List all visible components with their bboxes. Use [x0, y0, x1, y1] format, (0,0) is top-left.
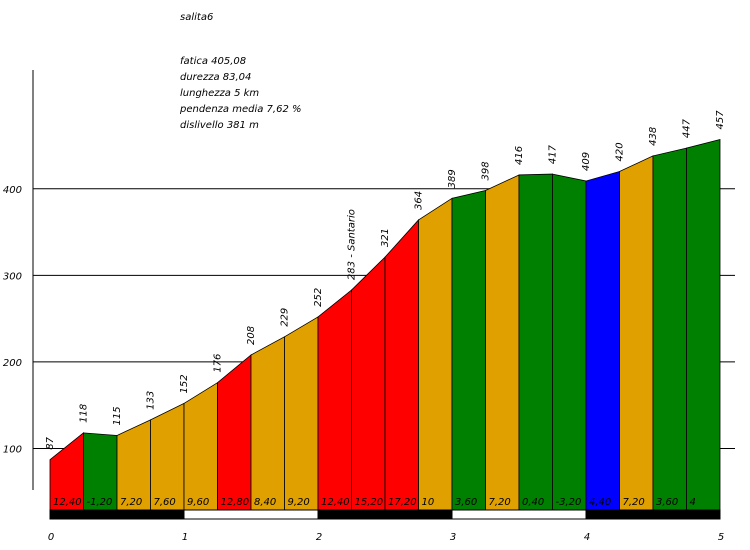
- altitude-label: 252: [313, 288, 324, 307]
- altitude-label: 115: [112, 406, 123, 425]
- profile-segment: [686, 138, 721, 511]
- stat-line: fatica 405,08: [180, 56, 246, 67]
- y-tick-label: 300: [3, 271, 22, 282]
- gradient-label: 12,40: [321, 497, 350, 508]
- km-scale-bar: [49, 509, 721, 520]
- altitude-label: 398: [481, 161, 492, 180]
- profile-segment: [518, 173, 553, 511]
- chart-title: salita6: [180, 12, 213, 23]
- gradient-label: 3,60: [656, 497, 678, 508]
- y-tick-label: 400: [3, 185, 22, 196]
- km-bar-block: [451, 509, 587, 520]
- stat-line: dislivello 381 m: [180, 120, 259, 131]
- altitude-label: 420: [615, 142, 626, 161]
- profile-segment: [183, 381, 218, 511]
- altitude-label: 409: [581, 152, 592, 171]
- altitude-label: 283 - Santario: [347, 209, 358, 280]
- profile-segment: [250, 336, 285, 511]
- altitude-label: 133: [146, 391, 157, 410]
- gradient-label: 10: [422, 497, 435, 508]
- altitude-label: 416: [514, 146, 525, 165]
- gradient-label: 7,20: [623, 497, 645, 508]
- profile-segment: [652, 147, 687, 511]
- altitude-label: 364: [414, 191, 425, 210]
- gradient-label: 9,20: [288, 497, 310, 508]
- altitude-label: 208: [246, 326, 257, 345]
- altitude-label: 457: [715, 110, 726, 130]
- profile-segment: [485, 174, 520, 511]
- altitude-labels: 87 118 115 133 152 176 208 229 252 283 - Santario…: [45, 110, 726, 450]
- profile-segment: [217, 354, 252, 511]
- km-bar-block: [49, 509, 185, 520]
- gradient-label: -1,20: [87, 497, 113, 508]
- km-bar-block: [317, 509, 453, 520]
- gradient-label: -3,20: [556, 497, 582, 508]
- gradient-label: 3,60: [455, 497, 477, 508]
- gradient-labels: 12,40 -1,20 7,20 7,60 9,60 12,80 8,40 9,20 12,40…: [53, 497, 696, 508]
- profile-segment: [284, 316, 319, 511]
- profile-segment: [552, 173, 587, 511]
- gradient-label: 17,20: [388, 497, 417, 508]
- profile-segment: [317, 289, 352, 511]
- gradient-label: 7,60: [154, 497, 176, 508]
- x-tick-labels: 0 1 2 3 4 5: [48, 532, 724, 543]
- x-tick-label: 4: [584, 532, 590, 543]
- profile-segment: [384, 218, 419, 511]
- km-bar-block: [585, 509, 721, 520]
- profile-segment: [619, 155, 654, 511]
- altitude-label: 321: [380, 228, 391, 247]
- profile-segment: [150, 402, 185, 511]
- y-tick-labels: 100 200 300 400: [3, 185, 22, 456]
- stat-line: durezza 83,04: [180, 72, 251, 83]
- altitude-label: 176: [213, 354, 224, 373]
- gradient-label: 8,40: [254, 497, 276, 508]
- altitude-label: 417: [548, 144, 559, 164]
- x-tick-label: 1: [182, 532, 188, 543]
- x-tick-label: 3: [450, 532, 456, 543]
- stat-line: lunghezza 5 km: [180, 88, 259, 99]
- gradient-label: 7,20: [120, 497, 142, 508]
- altitude-label: 389: [447, 169, 458, 188]
- altitude-label: 118: [79, 404, 90, 423]
- gradient-label: 7,20: [489, 497, 511, 508]
- profile-segment: [418, 197, 453, 511]
- altitude-label: 87: [45, 436, 56, 449]
- altitude-label: 229: [280, 308, 291, 327]
- profile-segments: [49, 138, 721, 511]
- x-tick-label: 5: [718, 532, 724, 543]
- gradient-label: 4,40: [589, 497, 611, 508]
- gradient-label: 9,60: [187, 497, 209, 508]
- stat-line: pendenza media 7,62 %: [179, 104, 302, 115]
- gradient-label: 0,40: [522, 497, 544, 508]
- profile-segment: [351, 256, 386, 511]
- altitude-label: 447: [682, 118, 693, 138]
- x-tick-label: 2: [316, 532, 322, 543]
- profile-segment: [585, 170, 620, 511]
- x-tick-label: 0: [48, 532, 54, 543]
- stats-block: fatica 405,08 durezza 83,04 lunghezza 5 km…: [179, 56, 302, 131]
- altitude-label: 438: [648, 127, 659, 146]
- gradient-label: 15,20: [355, 497, 384, 508]
- km-bar-block: [183, 509, 319, 520]
- profile-segment: [451, 190, 486, 511]
- gradient-label: 12,80: [221, 497, 250, 508]
- gradient-label: 12,40: [53, 497, 82, 508]
- y-tick-label: 200: [3, 358, 22, 369]
- y-tick-label: 100: [3, 444, 22, 455]
- gradient-label: 4: [690, 497, 696, 508]
- altitude-label: 152: [179, 374, 190, 393]
